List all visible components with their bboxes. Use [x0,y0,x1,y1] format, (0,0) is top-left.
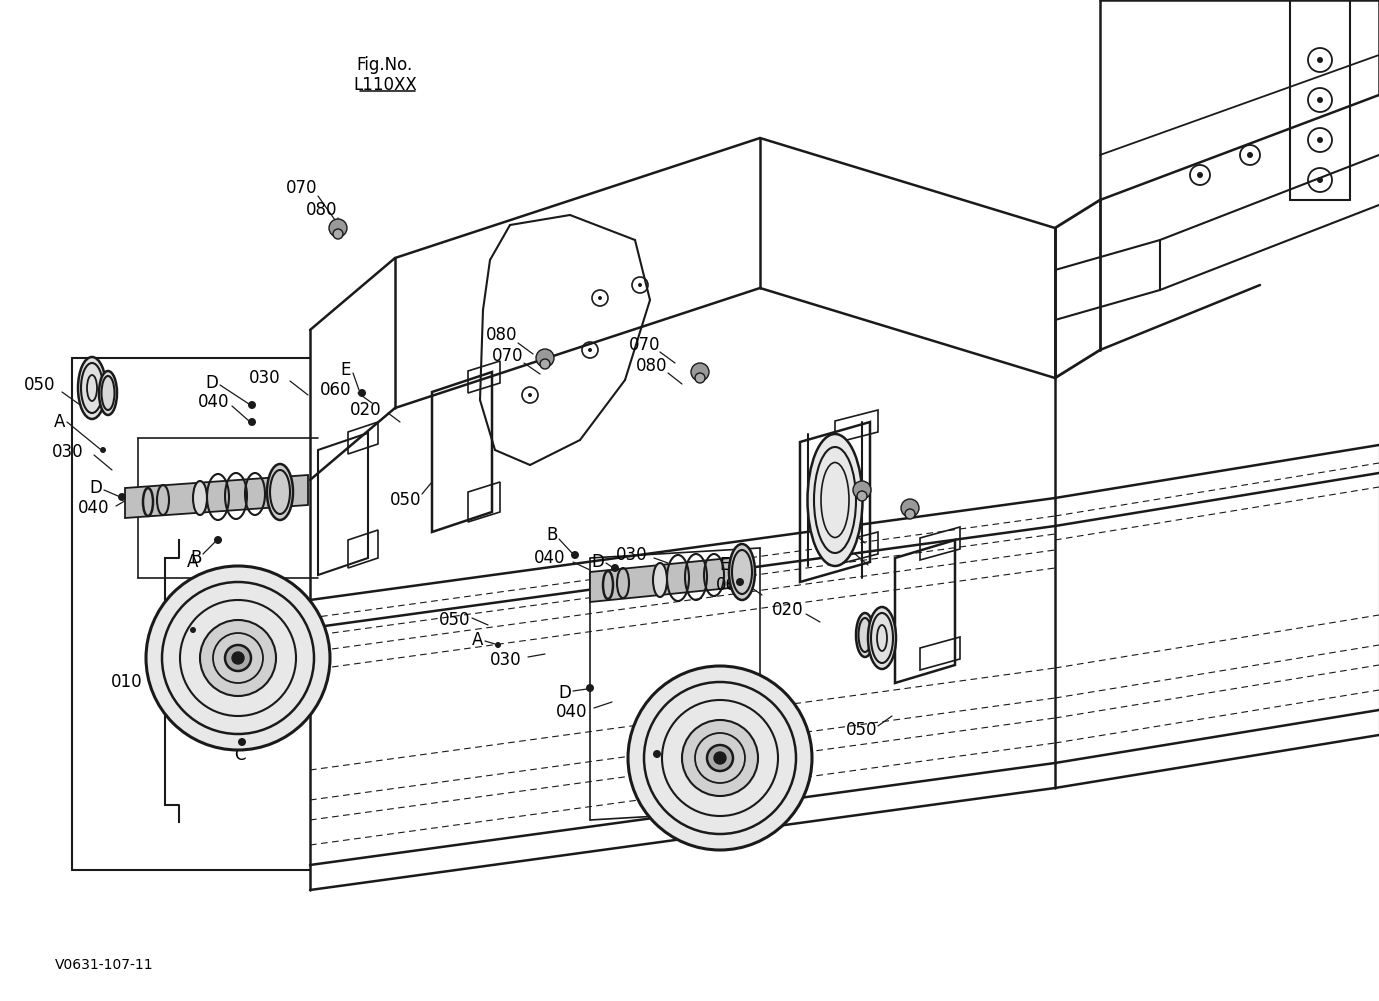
Circle shape [1197,172,1202,178]
Circle shape [214,536,222,544]
Circle shape [146,566,330,750]
Text: 070: 070 [492,347,524,365]
Text: C: C [650,759,661,777]
Ellipse shape [856,613,874,657]
Circle shape [587,348,592,352]
Text: 010: 010 [112,673,143,691]
Text: ~: ~ [185,663,201,683]
Text: D: D [205,374,218,392]
Circle shape [683,720,758,796]
Text: A: A [54,413,66,431]
Text: D: D [558,684,571,702]
Circle shape [248,418,256,426]
Ellipse shape [268,464,292,520]
Circle shape [1317,97,1322,103]
Circle shape [586,684,594,692]
Text: 050: 050 [25,376,55,394]
Text: D: D [90,479,102,497]
Text: 030: 030 [616,546,648,564]
Polygon shape [125,475,308,518]
Circle shape [905,509,916,519]
Text: B: B [546,526,557,544]
Text: 040: 040 [79,499,110,517]
Circle shape [1317,177,1322,183]
Ellipse shape [808,434,862,566]
Text: 020: 020 [183,641,215,659]
Text: 050: 050 [440,611,470,629]
Circle shape [714,752,725,764]
Circle shape [638,283,643,287]
Circle shape [856,491,867,500]
Circle shape [359,389,365,397]
Circle shape [598,296,603,300]
Text: 070: 070 [287,179,317,197]
Circle shape [248,401,256,409]
Text: 050: 050 [847,721,878,739]
Circle shape [611,564,619,572]
Text: ~: ~ [185,575,201,595]
Text: 070: 070 [822,539,854,557]
Text: D: D [592,553,604,571]
Polygon shape [590,558,729,602]
Circle shape [190,627,196,633]
Ellipse shape [193,481,207,515]
Text: 080: 080 [487,326,517,344]
Circle shape [101,447,106,453]
Circle shape [528,393,532,397]
Text: 060: 060 [716,576,747,594]
Circle shape [900,499,918,517]
Circle shape [1247,152,1254,158]
Text: 070: 070 [629,336,661,354]
Circle shape [1317,57,1322,63]
Text: A: A [473,631,484,649]
Text: 080: 080 [819,516,851,534]
Circle shape [707,745,734,771]
Circle shape [695,373,705,383]
Text: L110XX: L110XX [353,76,416,94]
Text: 050: 050 [390,491,422,509]
Text: 030: 030 [490,651,521,669]
Ellipse shape [729,544,754,600]
Text: E: E [188,601,199,619]
Text: 020: 020 [350,401,382,419]
Circle shape [541,359,550,369]
Ellipse shape [654,563,667,597]
Text: 020: 020 [772,601,804,619]
Circle shape [736,578,745,586]
Ellipse shape [79,357,106,419]
Circle shape [691,363,709,381]
Circle shape [1317,137,1322,143]
Circle shape [119,493,125,500]
Circle shape [654,750,661,758]
Text: 040: 040 [556,703,587,721]
Ellipse shape [867,607,896,669]
Circle shape [571,551,579,559]
Text: C: C [234,746,245,764]
Circle shape [232,652,244,664]
Text: 040: 040 [199,393,230,411]
Circle shape [536,349,554,367]
Text: 080: 080 [183,701,215,719]
Text: 080: 080 [636,357,667,375]
Text: Fig.No.: Fig.No. [357,56,414,74]
Circle shape [495,642,501,648]
Circle shape [627,666,812,850]
Text: E: E [341,361,352,379]
Circle shape [200,620,276,696]
Circle shape [854,481,872,499]
Text: 030: 030 [250,369,281,387]
Text: 030: 030 [52,443,84,461]
Text: 060: 060 [320,381,352,399]
Text: A: A [188,553,199,571]
Ellipse shape [99,371,117,415]
Text: 080: 080 [306,201,338,219]
Circle shape [239,738,245,746]
Circle shape [332,229,343,239]
Text: V0631-107-11: V0631-107-11 [55,958,153,972]
Circle shape [225,645,251,671]
Text: E: E [720,556,731,574]
Circle shape [330,219,348,237]
Text: 040: 040 [534,549,565,567]
Text: B: B [190,549,201,567]
